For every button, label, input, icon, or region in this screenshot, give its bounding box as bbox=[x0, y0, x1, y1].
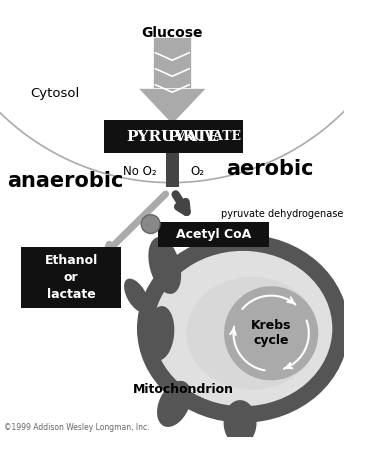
Circle shape bbox=[141, 215, 160, 234]
Text: PYRUVATE: PYRUVATE bbox=[127, 130, 220, 144]
Ellipse shape bbox=[137, 234, 349, 423]
Ellipse shape bbox=[124, 279, 149, 313]
Text: Cytosol: Cytosol bbox=[30, 87, 79, 100]
Ellipse shape bbox=[157, 381, 191, 427]
Text: O₂: O₂ bbox=[191, 165, 205, 178]
Ellipse shape bbox=[146, 306, 174, 360]
Ellipse shape bbox=[187, 277, 318, 390]
Text: Glucose: Glucose bbox=[142, 27, 203, 40]
Text: Mitochondrion: Mitochondrion bbox=[133, 383, 234, 396]
Polygon shape bbox=[166, 153, 179, 187]
Text: Ethanol
or
lactate: Ethanol or lactate bbox=[45, 254, 98, 301]
Polygon shape bbox=[153, 37, 191, 89]
Text: Acetyl CoA: Acetyl CoA bbox=[176, 228, 251, 241]
Polygon shape bbox=[138, 89, 206, 124]
Text: anaerobic: anaerobic bbox=[8, 171, 124, 191]
Text: No O₂: No O₂ bbox=[123, 165, 156, 178]
Text: Krebs
cycle: Krebs cycle bbox=[251, 319, 291, 347]
Text: YRUVATE: YRUVATE bbox=[174, 130, 241, 143]
Circle shape bbox=[224, 286, 318, 380]
Text: pyruvate dehydrogenase: pyruvate dehydrogenase bbox=[221, 209, 343, 219]
FancyBboxPatch shape bbox=[104, 120, 243, 153]
Ellipse shape bbox=[224, 400, 257, 446]
Text: P: P bbox=[168, 130, 179, 144]
FancyBboxPatch shape bbox=[158, 222, 269, 247]
Text: ©1999 Addison Wesley Longman, Inc.: ©1999 Addison Wesley Longman, Inc. bbox=[4, 423, 149, 432]
Text: aerobic: aerobic bbox=[226, 158, 314, 179]
Ellipse shape bbox=[148, 237, 181, 294]
Ellipse shape bbox=[153, 251, 333, 406]
FancyBboxPatch shape bbox=[21, 247, 122, 308]
